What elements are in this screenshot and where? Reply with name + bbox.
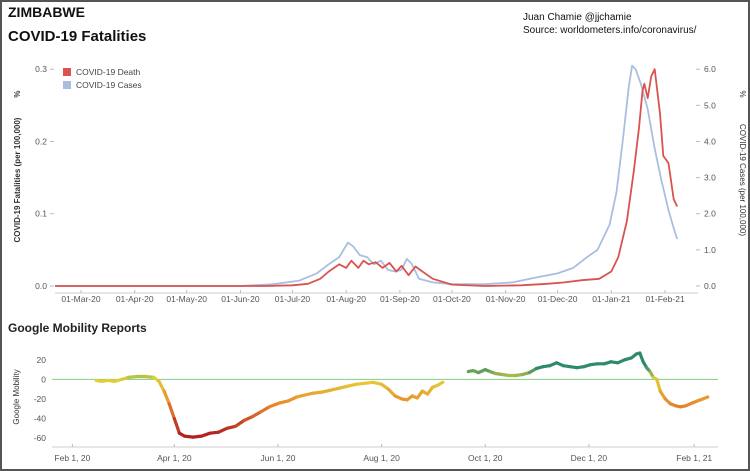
chart-title: COVID-19 Fatalities	[8, 28, 147, 45]
series-line-cases	[55, 64, 679, 287]
y2-tick-label: 2.0	[704, 209, 716, 219]
mobility-x-tick-label: Feb 1, 21	[676, 453, 712, 463]
mobility-line-seg1	[172, 416, 181, 435]
mobility-line-seg1	[267, 401, 282, 409]
y2-tick-label: 5.0	[704, 100, 716, 110]
chart-title-country: ZIMBABWE	[8, 4, 85, 20]
x-tick-label: 01-Sep-20	[380, 294, 420, 304]
mobility-line-seg2	[655, 377, 662, 393]
mobility-x-tick-label: Apr 1, 20	[157, 453, 192, 463]
y-tick-label: 0.1	[35, 209, 47, 219]
mobility-x-tick-label: Jun 1, 20	[260, 453, 295, 463]
mobility-y-tick-label: -20	[34, 394, 47, 404]
mobility-section-title: Google Mobility Reports	[8, 321, 147, 335]
y2-tick-label: 6.0	[704, 64, 716, 74]
mobility-chart: Feb 1, 20 Apr 1, 20 Jun 1, 20 Aug 1, 20 Oct …	[12, 351, 718, 463]
mobility-y-axis-label: Google Mobility	[12, 369, 21, 424]
x-tick-label: 01-Jan-21	[592, 294, 631, 304]
credit-author: Juan Chamie @jjchamie	[523, 12, 632, 23]
y-axis-unit: %	[13, 90, 22, 97]
y2-tick-label: 3.0	[704, 173, 716, 183]
legend-swatch-death	[63, 68, 71, 76]
mobility-line-seg1	[162, 389, 171, 406]
y-tick-label: 0.3	[35, 64, 47, 74]
mobility-line-seg2	[701, 395, 710, 401]
mobility-line-seg1	[386, 387, 397, 398]
mobility-x-tick-label: Aug 1, 20	[363, 453, 400, 463]
mobility-x-tick-label: Oct 1, 20	[468, 453, 503, 463]
x-tick-label: 01-Feb-21	[645, 294, 684, 304]
x-tick-label: 01-Mar-20	[61, 294, 100, 304]
y2-axis-unit: %	[738, 90, 747, 97]
series-line-death	[55, 68, 679, 287]
y2-axis-label: COVID-19 Cases (per 100,000)	[738, 124, 747, 236]
x-tick-label: 01-Aug-20	[326, 294, 366, 304]
x-tick-label: 01-Dec-20	[538, 294, 578, 304]
y2-tick-label: 4.0	[704, 136, 716, 146]
mobility-y-tick-label: -60	[34, 433, 47, 443]
x-tick-label: 01-Jul-20	[275, 294, 311, 304]
mobility-y-tick-label: 0	[41, 374, 46, 384]
x-tick-label: 01-Oct-20	[433, 294, 471, 304]
legend-swatch-cases	[63, 81, 71, 89]
y-tick-label: 0.2	[35, 136, 47, 146]
mobility-line-seg1	[250, 410, 263, 419]
credit-source: Source: worldometers.info/coronavirus/	[523, 25, 697, 36]
y-axis-label: COVID-19 Fatalities (per 100,000)	[13, 117, 22, 242]
mobility-line-seg1	[259, 405, 272, 414]
mobility-x-tick-label: Dec 1, 20	[571, 453, 608, 463]
x-tick-label: 01-Apr-20	[116, 294, 154, 304]
fatalities-chart: 01-Mar-20 01-Apr-20 01-May-20 01-Jun-20 01-J…	[13, 64, 747, 304]
x-tick-label: 01-May-20	[166, 294, 207, 304]
mobility-line-seg1	[157, 379, 166, 393]
mobility-x-tick-label: Feb 1, 20	[54, 453, 90, 463]
mobility-y-tick-label: -40	[34, 414, 47, 424]
mobility-y-tick-label: 20	[37, 355, 47, 365]
legend-label-cases: COVID-19 Cases	[76, 80, 142, 90]
mobility-line-seg1	[436, 380, 445, 387]
mobility-line-seg1	[233, 418, 246, 428]
mobility-line-seg1	[167, 402, 176, 421]
x-tick-label: 01-Nov-20	[486, 294, 526, 304]
y-tick-label: 0.0	[35, 281, 47, 291]
y2-tick-label: 0.0	[704, 281, 716, 291]
legend-label-death: COVID-19 Death	[76, 67, 141, 77]
x-tick-label: 01-Jun-20	[221, 294, 260, 304]
y2-tick-label: 1.0	[704, 245, 716, 255]
